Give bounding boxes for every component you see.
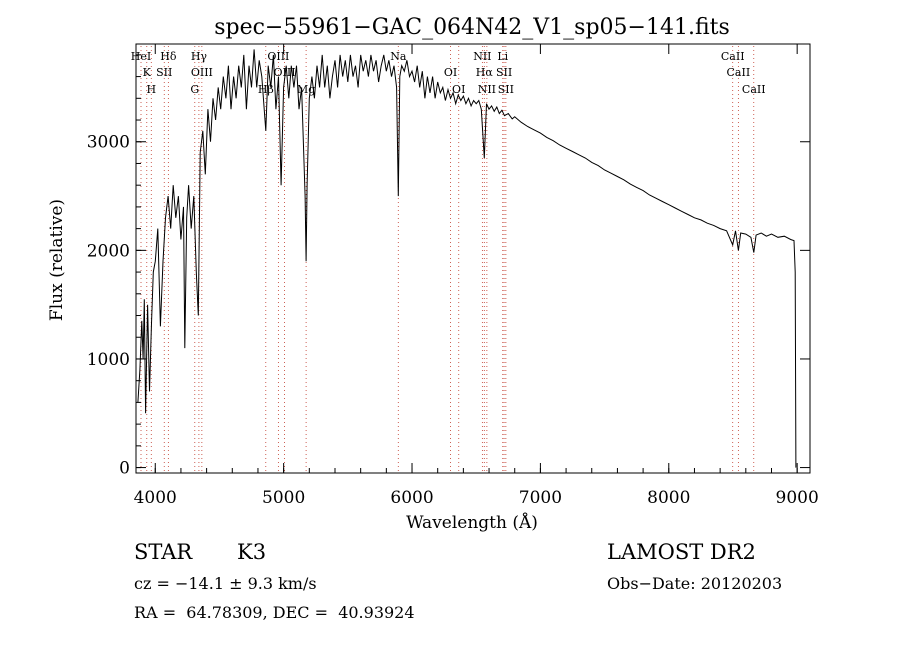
x-tick-label: 5000 bbox=[262, 488, 305, 508]
line-marker-label: NII bbox=[473, 50, 491, 63]
line-marker-label: SII bbox=[498, 83, 514, 96]
object-subclass: K3 bbox=[237, 540, 267, 564]
coordinates-readout: RA = 64.78309, DEC = 40.93924 bbox=[134, 603, 415, 622]
line-marker-label: Na bbox=[390, 50, 407, 63]
line-marker-label: OI bbox=[444, 66, 457, 79]
line-marker-label: Li bbox=[497, 50, 508, 63]
line-marker-label: Hβ bbox=[258, 83, 274, 96]
x-tick-label: 6000 bbox=[390, 488, 433, 508]
line-marker-label: OIII bbox=[191, 66, 213, 79]
x-tick-label: 9000 bbox=[776, 488, 819, 508]
plot-frame bbox=[135, 43, 811, 474]
line-marker-label: K bbox=[143, 66, 152, 79]
y-tick-label: 2000 bbox=[87, 241, 130, 261]
y-axis-label: Flux (relative) bbox=[47, 199, 67, 321]
line-marker-label: OIII bbox=[267, 50, 289, 63]
object-class: STAR bbox=[134, 540, 193, 564]
line-marker-label: Hα bbox=[476, 66, 494, 79]
spectral-line-markers bbox=[140, 46, 755, 473]
spectral-line-labels: HeIKHHδSIIGHγOIIIHβOIIIOIIIMgNaOIOINIIHα… bbox=[131, 50, 766, 96]
x-tick-label: 7000 bbox=[519, 488, 562, 508]
line-marker-label: CaII bbox=[742, 83, 766, 96]
line-marker-label: Hδ bbox=[160, 50, 177, 63]
line-marker-label: G bbox=[190, 83, 199, 96]
x-axis: 4000 5000 6000 7000 8000 9000 bbox=[134, 44, 819, 508]
line-marker-label: HeI bbox=[131, 50, 151, 63]
x-tick-label: 8000 bbox=[647, 488, 690, 508]
line-marker-label: OI bbox=[452, 83, 465, 96]
line-marker-label: SII bbox=[156, 66, 172, 79]
y-tick-label: 1000 bbox=[87, 350, 130, 370]
line-marker-label: CaII bbox=[721, 50, 745, 63]
spectrum-line bbox=[137, 49, 797, 468]
x-tick-label: 4000 bbox=[134, 488, 177, 508]
line-marker-label: Hγ bbox=[191, 50, 208, 63]
line-marker-label: CaII bbox=[727, 66, 751, 79]
line-marker-label: H bbox=[146, 83, 156, 96]
chart-title: spec−55961−GAC_064N42_V1_sp05−141.fits bbox=[214, 15, 730, 40]
y-tick-label: 3000 bbox=[87, 133, 130, 153]
survey-name: LAMOST DR2 bbox=[607, 540, 756, 564]
line-marker-label: NII bbox=[478, 83, 496, 96]
velocity-readout: cz = −14.1 ± 9.3 km/s bbox=[134, 574, 317, 593]
observation-date: Obs−Date: 20120203 bbox=[607, 574, 783, 593]
y-tick-label: 0 bbox=[119, 459, 130, 479]
y-axis: 0 1000 2000 3000 bbox=[87, 54, 810, 479]
line-marker-label: SII bbox=[496, 66, 512, 79]
x-axis-label: Wavelength (Å) bbox=[406, 512, 538, 533]
